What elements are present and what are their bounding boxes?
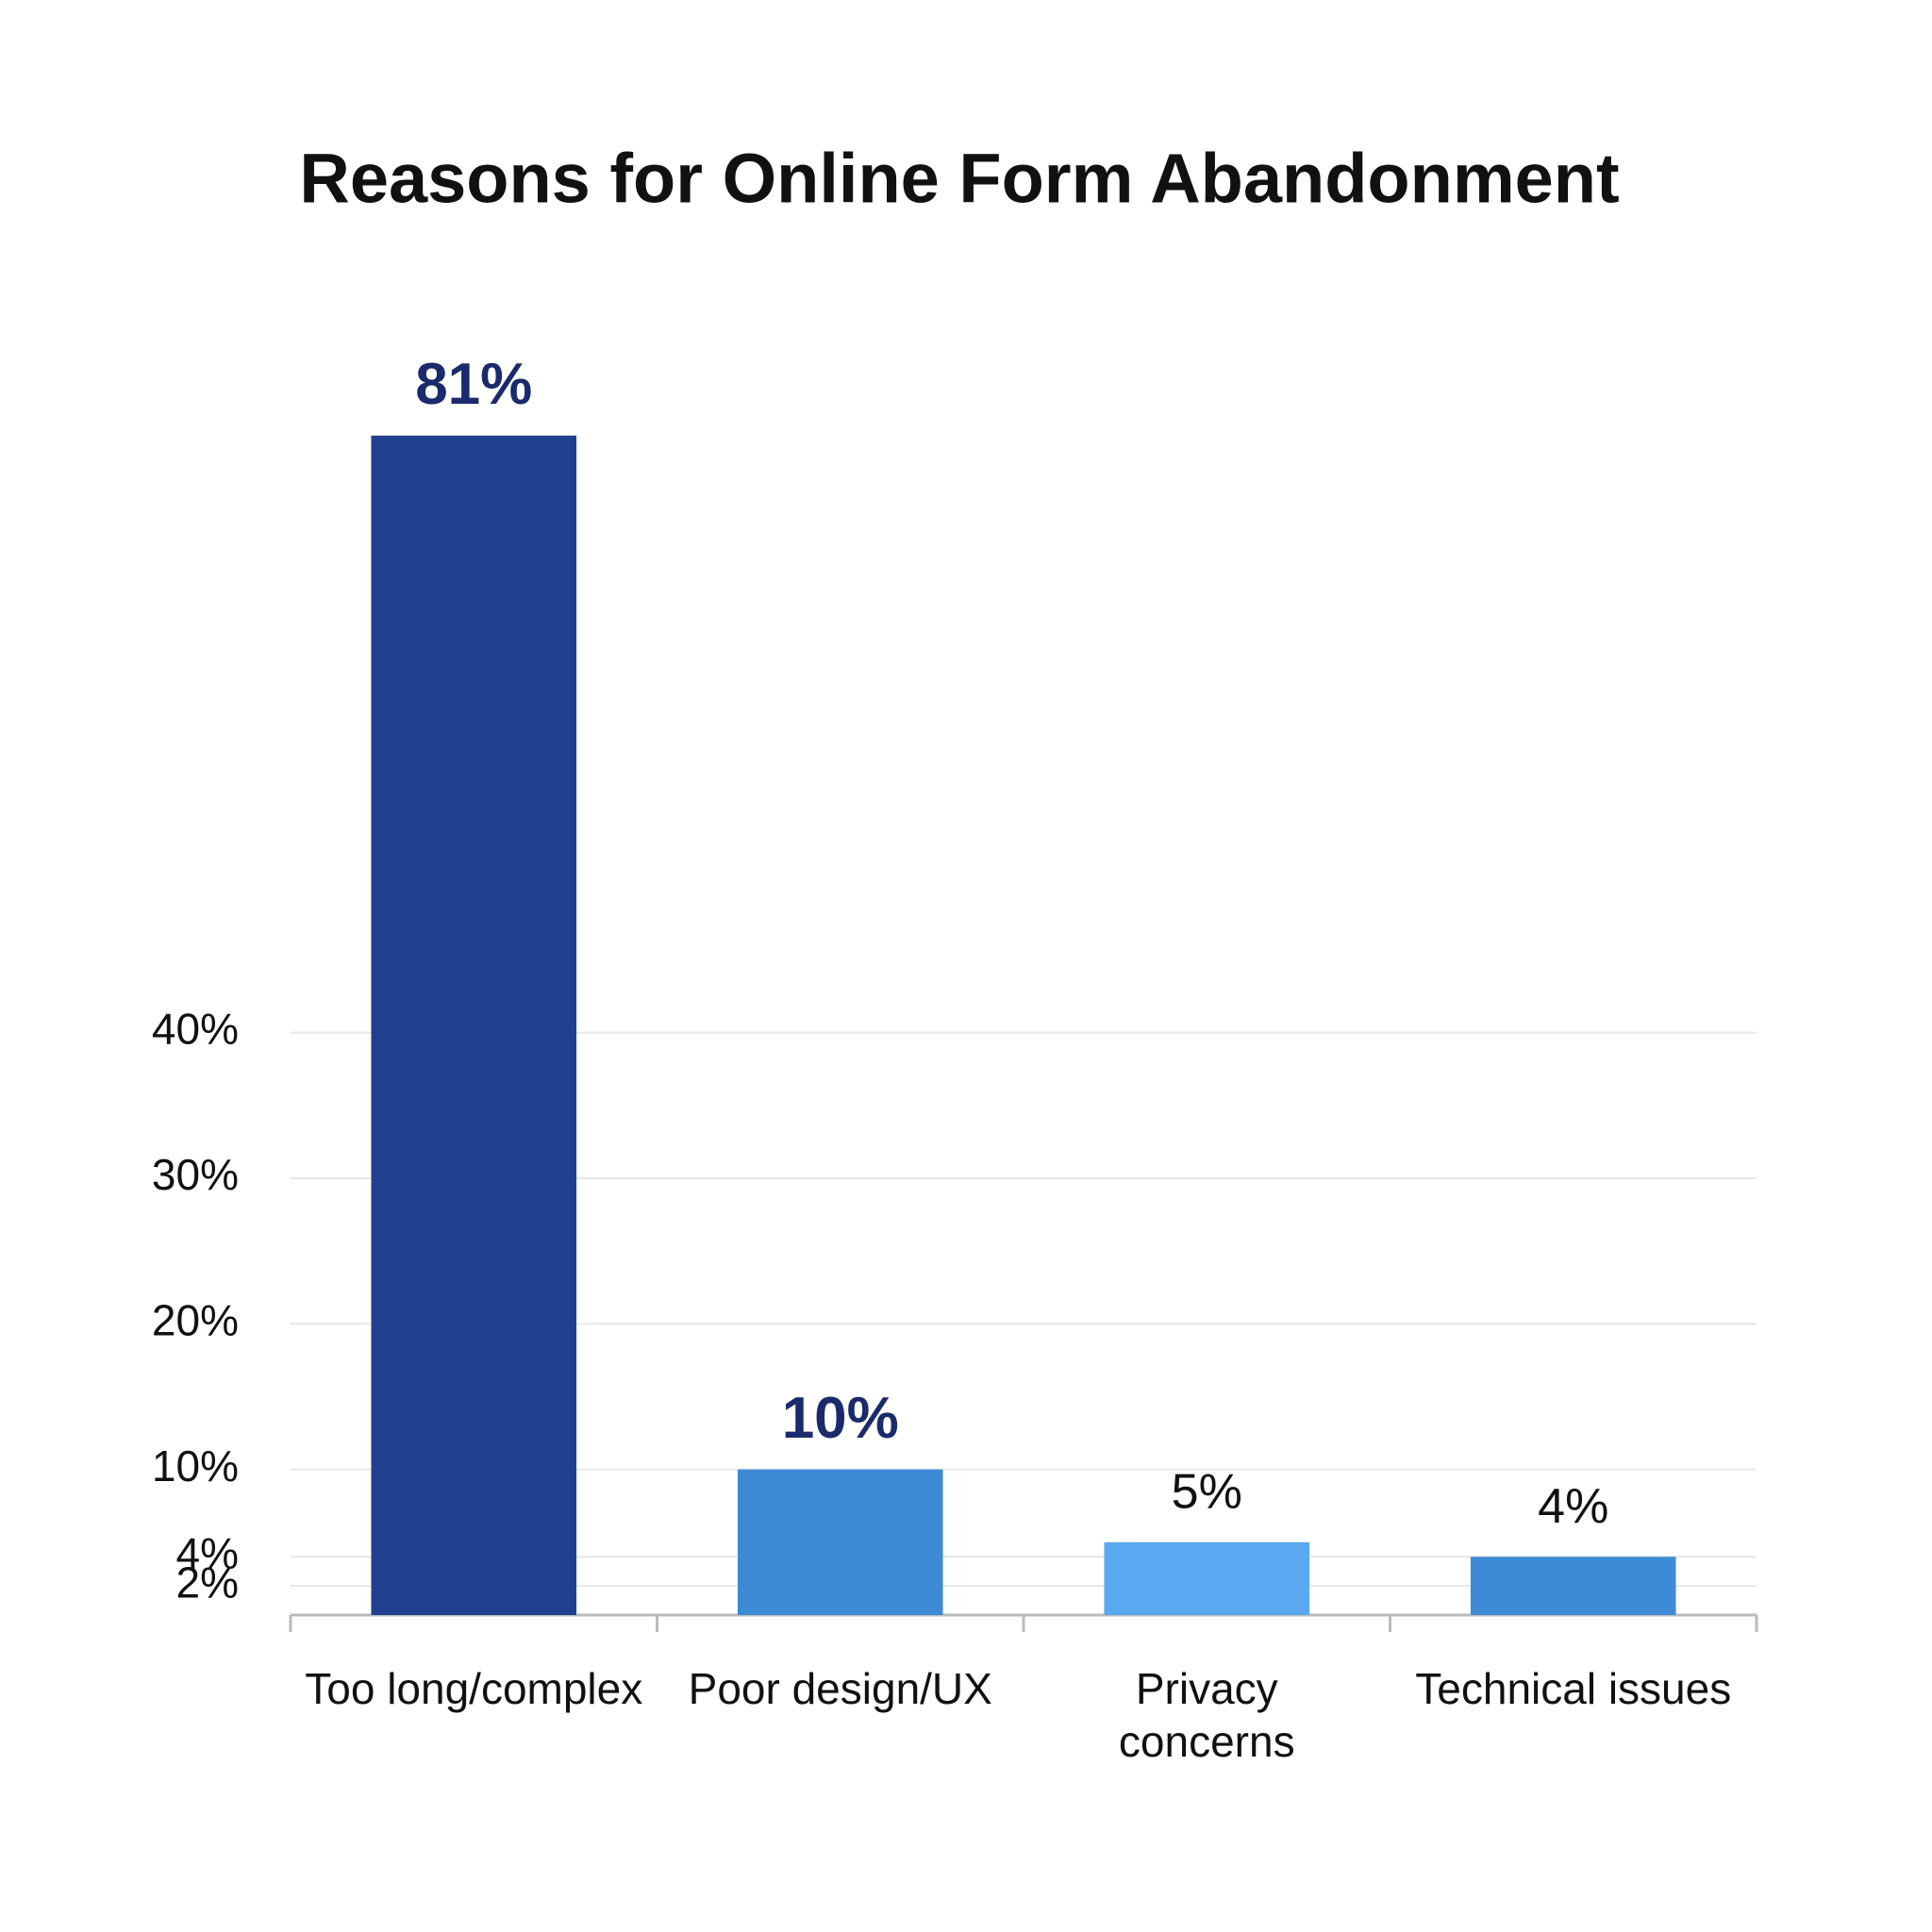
- y-tick-label: 10%: [152, 1441, 239, 1491]
- chart-title: Reasons for Online Form Abandonment: [299, 140, 1619, 218]
- bar: [1104, 1541, 1310, 1615]
- y-tick-label: 20%: [152, 1295, 239, 1344]
- value-label: 5%: [1172, 1465, 1242, 1520]
- bar: [737, 1469, 943, 1615]
- value-label: 4%: [1538, 1479, 1608, 1534]
- y-tick-label: 40%: [152, 1005, 239, 1054]
- y-tick-label: 30%: [152, 1150, 239, 1199]
- value-label: 81%: [415, 352, 532, 417]
- x-tick-label: Privacy concerns: [1118, 1664, 1295, 1766]
- y-tick-label: 2%: [176, 1557, 239, 1607]
- x-tick-label: Poor design/UX: [688, 1664, 992, 1713]
- x-tick-label: Technical issues: [1415, 1664, 1732, 1713]
- x-tick-label: Too long/complex: [305, 1664, 643, 1713]
- y-tick-label: 4%: [176, 1528, 239, 1577]
- bar: [371, 435, 577, 1615]
- bar: [1470, 1557, 1676, 1615]
- value-label: 10%: [782, 1386, 899, 1451]
